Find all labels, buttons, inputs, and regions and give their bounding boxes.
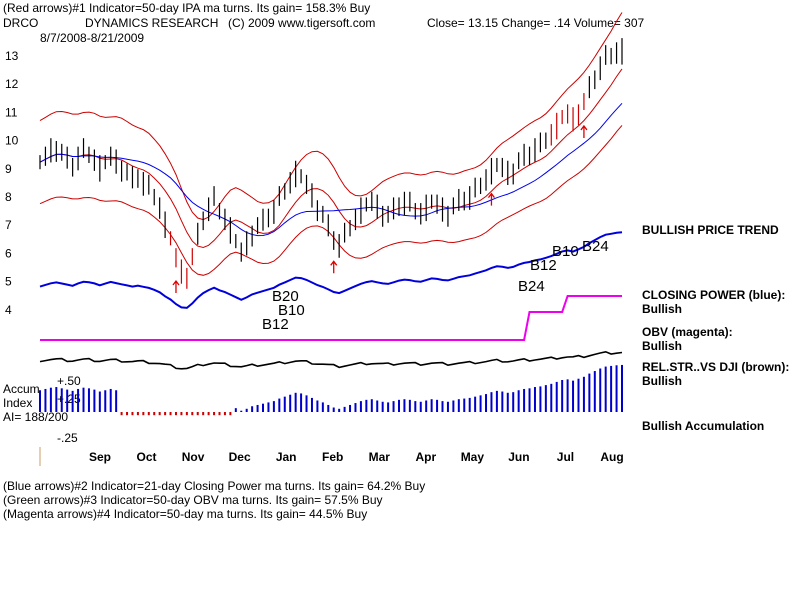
ticker: DRCO: [3, 16, 39, 30]
y-tick-label: 13: [5, 49, 19, 63]
relstr-value: Bullish: [642, 374, 683, 388]
x-tick-label: Jun: [508, 450, 529, 464]
indicator-2-line: (Blue arrows)#2 Indicator=21-day Closing…: [3, 479, 426, 493]
x-tick-label: May: [461, 450, 485, 464]
signal-label: B20: [272, 288, 299, 305]
relstr-line: [39, 350, 623, 370]
ma21-line: [39, 68, 623, 249]
indicator-3-line: (Green arrows)#3 Indicator=50-day OBV ma…: [3, 493, 383, 507]
x-tick-label: Dec: [229, 450, 251, 464]
ai-value: AI= 188/200: [3, 410, 69, 424]
y-tick-label: 5: [5, 275, 12, 289]
x-tick-label: Mar: [369, 450, 391, 464]
trend-label: BULLISH PRICE TREND: [642, 223, 779, 237]
lower-band-line: [39, 125, 623, 276]
signal-label: B24: [582, 238, 609, 255]
accum-tick-m25: -.25: [57, 431, 78, 445]
indicator-1-line: (Red arrows)#1 Indicator=50-day IPA ma t…: [3, 1, 371, 15]
accum-tick-p25: +.25: [57, 392, 81, 406]
obv-title: OBV (magenta):: [642, 325, 733, 339]
x-tick-label: Feb: [322, 450, 343, 464]
y-tick-label: 11: [5, 105, 18, 119]
indicator-4-line: (Magenta arrows)#4 Indicator=50-day ma t…: [3, 507, 368, 521]
x-tick-label: Aug: [600, 450, 623, 464]
signal-label: B12: [530, 257, 557, 274]
x-tick-label: Oct: [137, 450, 157, 464]
obv-value: Bullish: [642, 339, 683, 353]
obv-line: [40, 295, 622, 341]
x-tick-label: Nov: [182, 450, 205, 464]
red-arrow-icon: [580, 124, 588, 138]
red-arrow-icon: [172, 279, 180, 294]
closing-power-value: Bullish: [642, 302, 683, 316]
signal-label: B10: [278, 302, 305, 319]
y-tick-label: 6: [5, 246, 12, 260]
relstr-title: REL.STR..VS DJI (brown):: [642, 360, 790, 374]
signal-label: B12: [262, 316, 289, 333]
company-name: DYNAMICS RESEARCH: [85, 16, 219, 30]
quote-summary: Close= 13.15 Change= .14 Volume= 307: [427, 16, 645, 30]
red-arrow-icon: [487, 192, 495, 206]
y-tick-label: 9: [5, 162, 12, 176]
copyright: (C) 2009 www.tigersoft.com: [228, 16, 376, 30]
red-arrow-icon: [330, 260, 338, 274]
accum-tick-p50: +.50: [57, 374, 81, 388]
y-tick-label: 10: [5, 134, 19, 148]
y-tick-label: 4: [5, 303, 12, 317]
x-tick-label: Jul: [557, 450, 574, 464]
signal-label: B10: [552, 243, 579, 260]
closing-power-line: [39, 231, 623, 309]
upper-band-line: [39, 12, 623, 221]
accum-label: Bullish Accumulation: [642, 419, 765, 433]
x-tick-label: Apr: [415, 450, 436, 464]
date-range: 8/7/2008-8/21/2009: [40, 31, 145, 45]
closing-power-title: CLOSING POWER (blue):: [642, 288, 786, 302]
x-tick-label: Sep: [89, 450, 111, 464]
price-chart: 13 12 11 10 9 8 7 6 5 4 Sep Oct Nov Dec Jan Feb Mar Apr Ma…: [5, 12, 624, 466]
accum-title: Accum: [3, 382, 40, 396]
y-tick-label: 12: [5, 77, 19, 91]
y-tick-label: 7: [5, 218, 12, 232]
accum-subtitle: Index: [3, 396, 33, 410]
y-tick-label: 8: [5, 190, 12, 204]
ma50-line: [39, 102, 623, 237]
signal-label: B24: [518, 278, 545, 295]
x-tick-label: Jan: [276, 450, 297, 464]
